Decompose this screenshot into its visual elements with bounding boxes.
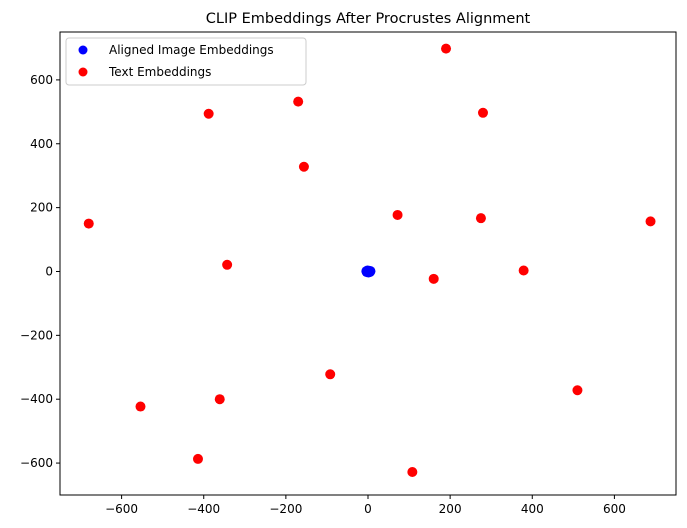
text-embedding-point (518, 265, 529, 276)
legend-marker-text-embeddings (78, 67, 88, 77)
chart-title: CLIP Embeddings After Procrustes Alignme… (206, 11, 531, 27)
text-embedding-point (214, 394, 225, 405)
legend-label-aligned-image-embeddings: Aligned Image Embeddings (109, 43, 274, 57)
text-embedding-point (428, 273, 439, 284)
y-tick-label: −600 (20, 456, 53, 470)
text-embedding-point (135, 401, 146, 412)
text-embedding-point (441, 43, 452, 54)
legend: Aligned Image Embeddings Text Embeddings (65, 37, 307, 86)
text-embedding-point (83, 218, 94, 229)
x-axis: −600 −400 −200 0 200 400 600 (105, 495, 626, 516)
data-marks (83, 43, 656, 478)
y-tick-label: 200 (30, 201, 53, 215)
image-embedding-point (364, 267, 375, 278)
x-tick-label: 0 (364, 502, 372, 516)
text-embedding-point (645, 216, 656, 227)
plot-area-frame (59, 31, 677, 496)
x-tick-label: −600 (105, 502, 138, 516)
text-embedding-point (477, 107, 488, 118)
y-tick-label: 0 (45, 264, 53, 278)
x-tick-label: 200 (439, 502, 462, 516)
x-tick-label: 600 (603, 502, 626, 516)
text-embedding-point (325, 369, 336, 380)
legend-marker-aligned-image-embeddings (78, 45, 88, 55)
y-tick-label: 400 (30, 137, 53, 151)
y-tick-label: −200 (20, 328, 53, 342)
text-embedding-point (392, 209, 403, 220)
legend-label-text-embeddings: Text Embeddings (108, 65, 211, 79)
text-embedding-point (572, 385, 583, 396)
y-tick-label: 600 (30, 73, 53, 87)
text-embedding-point (222, 259, 233, 270)
legend-box (65, 37, 307, 86)
text-embedding-point (192, 453, 203, 464)
x-tick-label: −200 (269, 502, 302, 516)
y-tick-label: −400 (20, 392, 53, 406)
text-embedding-point (475, 213, 486, 224)
text-embedding-point (293, 96, 304, 107)
text-embedding-point (407, 467, 418, 478)
y-axis: −600 −400 −200 0 200 400 600 (20, 73, 60, 470)
text-embedding-point (203, 108, 214, 119)
x-tick-label: −400 (187, 502, 220, 516)
x-tick-label: 400 (521, 502, 544, 516)
text-embedding-point (298, 161, 309, 172)
